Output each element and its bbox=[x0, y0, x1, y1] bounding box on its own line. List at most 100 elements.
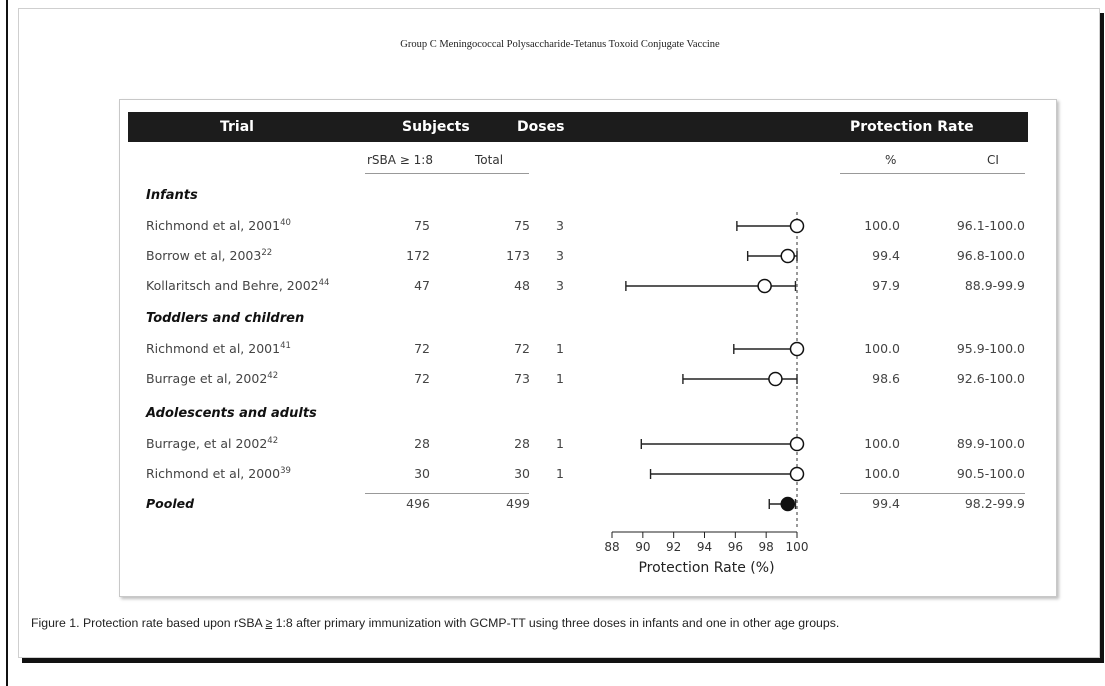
trial-doses: 1 bbox=[556, 371, 564, 386]
trial-percent: 100.0 bbox=[864, 436, 900, 451]
estimate-marker bbox=[789, 466, 805, 482]
left-border-rule bbox=[6, 0, 8, 686]
trial-reference: 44 bbox=[318, 277, 330, 288]
pooled-subjects-rule bbox=[365, 493, 529, 494]
pooled-estimate-marker bbox=[780, 496, 795, 512]
trial-ci: 89.9-100.0 bbox=[956, 436, 1025, 451]
header-doses: Doses bbox=[517, 119, 565, 135]
trial-name: Richmond et al, 200039 bbox=[146, 466, 291, 481]
header-protection-rate: Protection Rate bbox=[850, 119, 974, 135]
trial-total: 48 bbox=[514, 278, 530, 293]
document-page: Group C Meningococcal Polysaccharide-Tet… bbox=[18, 8, 1100, 658]
trial-ci: 88.9-99.9 bbox=[964, 278, 1025, 293]
trial-reference: 42 bbox=[267, 435, 279, 446]
estimate-marker bbox=[789, 341, 805, 357]
table-header-bar bbox=[128, 112, 1028, 142]
trial-rsba: 47 bbox=[414, 278, 430, 293]
trial-reference: 41 bbox=[280, 340, 291, 351]
trial-name-text: Kollaritsch and Behre, 2002 bbox=[146, 278, 319, 293]
subheader-total: Total bbox=[475, 153, 504, 167]
x-tick-label: 90 bbox=[635, 540, 650, 554]
rate-underline bbox=[840, 173, 1025, 174]
trial-percent: 99.4 bbox=[872, 248, 900, 263]
trial-total: 30 bbox=[514, 466, 530, 481]
pooled-total: 499 bbox=[506, 496, 530, 511]
pooled-rate-rule bbox=[840, 493, 1025, 494]
trial-rsba: 72 bbox=[414, 341, 430, 356]
caption-ge-symbol: ≥ bbox=[265, 616, 273, 630]
trial-name-text: Burrage, et al 2002 bbox=[146, 436, 268, 451]
caption-text-start: Figure 1. Protection rate based upon rSB… bbox=[31, 616, 266, 630]
trial-percent: 100.0 bbox=[864, 218, 900, 233]
trial-ci: 90.5-100.0 bbox=[956, 466, 1025, 481]
figure-caption: Figure 1. Protection rate based upon rSB… bbox=[31, 616, 1096, 630]
trial-rsba: 172 bbox=[406, 248, 430, 263]
x-tick-label: 98 bbox=[759, 540, 774, 554]
forest-plot-figure: Trial Subjects Doses Protection Rate rSB… bbox=[119, 99, 1057, 597]
group-label-infants: Infants bbox=[146, 188, 198, 203]
trial-doses: 1 bbox=[556, 436, 564, 451]
trial-name-text: Richmond et al, 2000 bbox=[146, 466, 281, 481]
x-tick-label: 92 bbox=[666, 540, 681, 554]
trial-reference: 22 bbox=[261, 247, 273, 258]
trial-name: Richmond et al, 200140 bbox=[146, 218, 291, 233]
trial-doses: 3 bbox=[556, 278, 564, 293]
trial-name-text: Borrow et al, 2003 bbox=[146, 248, 262, 263]
trial-percent: 98.6 bbox=[872, 371, 900, 386]
trial-name: Kollaritsch and Behre, 200244 bbox=[146, 278, 329, 293]
trial-percent: 100.0 bbox=[864, 341, 900, 356]
trial-rsba: 30 bbox=[414, 466, 430, 481]
trial-ci: 95.9-100.0 bbox=[956, 341, 1025, 356]
x-axis-label: Protection Rate (%) bbox=[638, 560, 774, 576]
running-head: Group C Meningococcal Polysaccharide-Tet… bbox=[400, 39, 720, 50]
forest-plot: 88 90 92 94 96 98 100 Protection Rate (%) bbox=[604, 212, 809, 576]
subheader-ci: CI bbox=[987, 153, 999, 167]
trial-name: Richmond et al, 200141 bbox=[146, 341, 291, 356]
group-label-adolescents: Adolescents and adults bbox=[146, 406, 317, 421]
trial-name: Burrage, et al 200242 bbox=[146, 436, 278, 451]
trial-ci: 92.6-100.0 bbox=[956, 371, 1025, 386]
subjects-underline bbox=[365, 173, 529, 174]
trial-reference: 42 bbox=[267, 370, 279, 381]
trial-reference: 40 bbox=[280, 217, 291, 228]
trial-rsba: 28 bbox=[414, 436, 430, 451]
trial-name: Burrage et al, 200242 bbox=[146, 371, 278, 386]
pooled-rsba: 496 bbox=[406, 496, 430, 511]
trial-total: 72 bbox=[514, 341, 530, 356]
estimate-marker bbox=[789, 218, 805, 234]
x-tick-label: 96 bbox=[728, 540, 743, 554]
trial-rsba: 72 bbox=[414, 371, 430, 386]
estimate-marker bbox=[780, 248, 795, 264]
trial-percent: 97.9 bbox=[872, 278, 900, 293]
subheader-rsba: rSBA ≥ 1:8 bbox=[367, 153, 433, 167]
trial-doses: 1 bbox=[556, 341, 564, 356]
estimate-marker bbox=[768, 371, 783, 387]
pooled-label: Pooled bbox=[146, 496, 195, 511]
trial-name: Borrow et al, 200322 bbox=[146, 248, 272, 263]
caption-text-end: 1:8 after primary immunization with GCMP… bbox=[272, 616, 840, 630]
trial-total: 75 bbox=[514, 218, 530, 233]
trial-ci: 96.8-100.0 bbox=[956, 248, 1025, 263]
x-tick-label: 100 bbox=[786, 540, 809, 554]
trial-doses: 3 bbox=[556, 248, 564, 263]
trial-rsba: 75 bbox=[414, 218, 430, 233]
subheader-percent: % bbox=[885, 153, 897, 167]
trial-doses: 3 bbox=[556, 218, 564, 233]
trial-ci: 96.1-100.0 bbox=[956, 218, 1025, 233]
trial-percent: 100.0 bbox=[864, 466, 900, 481]
trial-name-text: Richmond et al, 2001 bbox=[146, 341, 281, 356]
header-trial: Trial bbox=[220, 119, 254, 135]
trial-doses: 1 bbox=[556, 466, 564, 481]
group-label-toddlers: Toddlers and children bbox=[146, 311, 305, 326]
pooled-percent: 99.4 bbox=[872, 496, 900, 511]
trial-total: 73 bbox=[514, 371, 530, 386]
trial-total: 173 bbox=[506, 248, 530, 263]
x-tick-label: 88 bbox=[604, 540, 619, 554]
estimate-marker bbox=[789, 436, 805, 452]
pooled-ci: 98.2-99.9 bbox=[964, 496, 1025, 511]
trial-total: 28 bbox=[514, 436, 530, 451]
trial-name-text: Burrage et al, 2002 bbox=[146, 371, 268, 386]
x-tick-label: 94 bbox=[697, 540, 712, 554]
header-subjects: Subjects bbox=[402, 119, 470, 135]
trial-name-text: Richmond et al, 2001 bbox=[146, 218, 281, 233]
